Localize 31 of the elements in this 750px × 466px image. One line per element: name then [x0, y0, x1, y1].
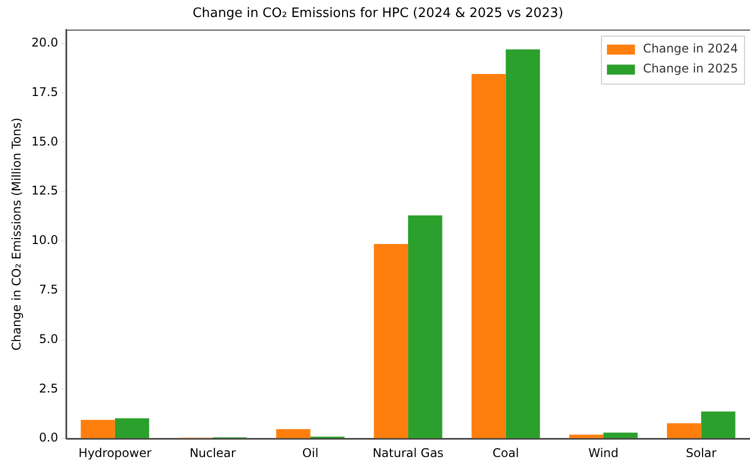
bar	[603, 432, 638, 438]
x-tick-label: Oil	[302, 446, 318, 460]
y-tick-label: 12.5	[31, 184, 58, 198]
x-tick-label: Wind	[588, 446, 619, 460]
legend-label: Change in 2024	[642, 42, 738, 56]
bar	[408, 215, 442, 438]
x-tick-label: Nuclear	[190, 446, 236, 460]
chart-title: Change in CO₂ Emissions for HPC (2024 & 2025 vs 2023)	[192, 6, 564, 22]
x-tick-label: Solar	[686, 446, 716, 460]
y-axis-title: Change in CO₂ Emissions (Million Tons)	[9, 118, 24, 350]
bar	[374, 244, 408, 438]
bar	[506, 49, 540, 438]
x-tick-label: Hydropower	[78, 446, 152, 460]
y-tick-label: 20.0	[31, 36, 58, 50]
x-tick-label: Natural Gas	[372, 446, 444, 460]
y-tick-label: 0.0	[39, 430, 58, 445]
bar	[666, 423, 702, 438]
y-tick-label: 7.5	[39, 282, 58, 297]
bar	[569, 434, 604, 438]
y-tick-label: 15.0	[31, 134, 58, 148]
legend-label: Change in 2025	[642, 62, 738, 76]
y-tick-label: 5.0	[39, 332, 58, 346]
x-tick-label: Coal	[492, 446, 519, 460]
bar	[114, 418, 150, 438]
bar	[276, 429, 310, 438]
bar	[472, 74, 506, 438]
y-tick-label: 10.0	[31, 233, 58, 248]
bar	[701, 412, 736, 438]
y-tick-label: 17.5	[31, 84, 58, 99]
y-tick-label: 2.5	[39, 381, 58, 396]
bar	[80, 420, 115, 438]
